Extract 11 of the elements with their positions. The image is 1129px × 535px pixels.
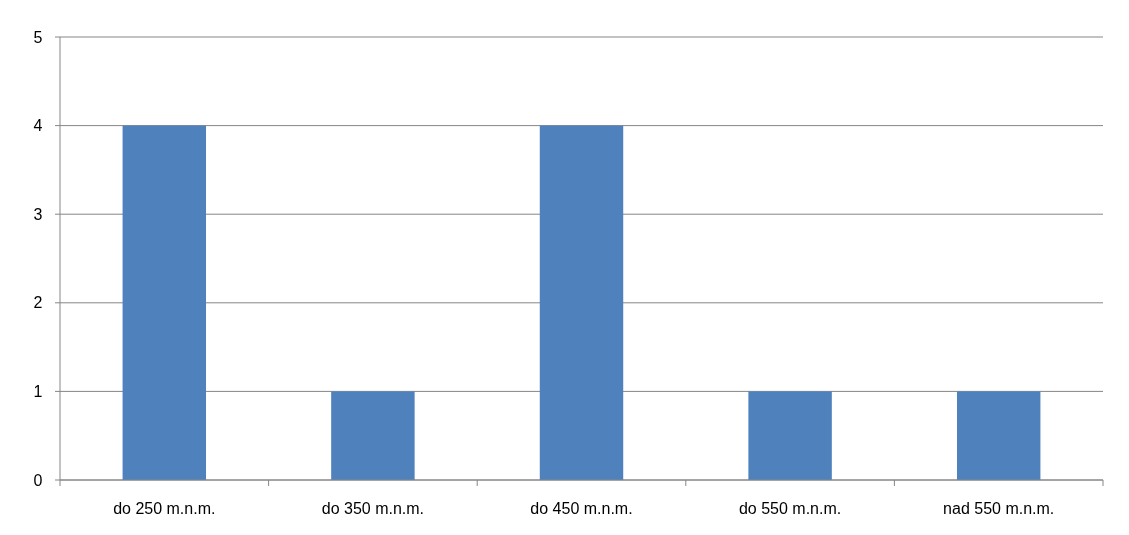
y-tick-label: 5 bbox=[33, 28, 43, 46]
y-tick-label: 4 bbox=[33, 117, 43, 135]
x-tick-label: do 350 m.n.m. bbox=[321, 500, 425, 517]
x-tick-label: nad 550 m.n.m. bbox=[943, 500, 1055, 517]
x-tick-label: do 250 m.n.m. bbox=[113, 500, 216, 517]
y-tick-label: 2 bbox=[33, 294, 43, 312]
x-tick-label: do 550 m.n.m. bbox=[738, 500, 842, 517]
y-tick-label: 0 bbox=[33, 471, 43, 489]
y-tick-label: 3 bbox=[33, 205, 43, 223]
y-tick-label: 1 bbox=[33, 383, 43, 400]
x-tick-label: do 450 m.n.m. bbox=[530, 500, 633, 517]
